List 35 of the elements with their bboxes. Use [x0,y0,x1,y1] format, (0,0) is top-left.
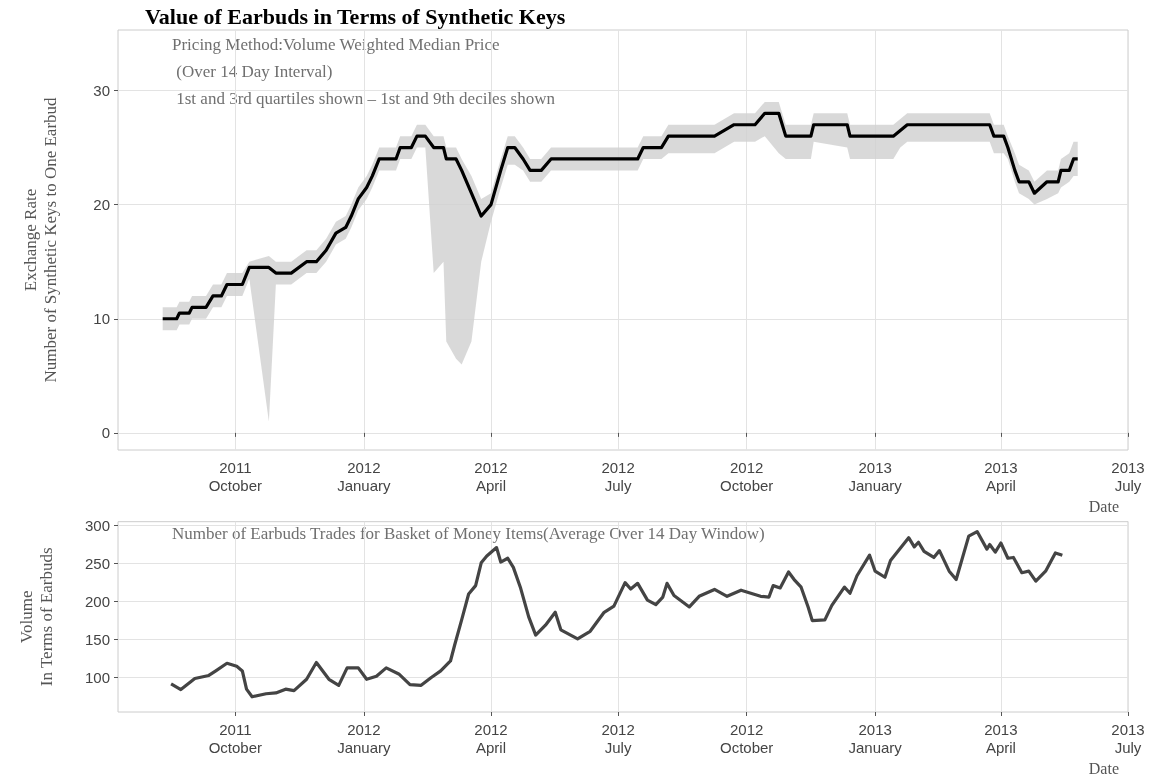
y-tick-label: 150 [84,631,110,649]
x-tick-label: 2011 October [208,458,263,494]
x-tick-label: 2013 April [984,458,1018,494]
x-tick-label: 2012 January [337,720,392,756]
x-tick-label: 2013 July [1111,720,1145,756]
x-tick-label: 2013 July [1111,458,1145,494]
y-tick-label: 300 [84,517,110,534]
y-tick-label: 30 [93,81,110,99]
y-tick-label: 250 [84,555,110,573]
annotation: Pricing Method:Volume Weighted Median Price [172,35,500,54]
x-tick-label: 2012 October [719,720,774,756]
x-tick-label: 2012 January [337,458,392,494]
x-tick-label: 2012 April [474,458,508,494]
y-tick-label: 100 [84,669,110,687]
y-tick-label: 200 [84,593,110,611]
chart-title: Value of Earbuds in Terms of Synthetic Keys [145,3,566,29]
x-axis-title: Date [1088,497,1119,515]
y-tick-label: 20 [93,196,110,214]
y-tick-label: 10 [93,310,110,328]
y-tick-label: 0 [101,424,110,442]
line-series [161,111,1080,321]
annotation: (Over 14 Day Interval) [172,62,333,81]
x-tick-label: 2012 July [601,720,635,756]
x-tick-label: 2012 October [719,458,774,494]
annotation: Number of Earbuds Trades for Basket of Money Items(Average Over 14 Day Window) [172,524,765,543]
y-axis-title: Volume In Terms of Earbuds [16,547,56,687]
x-axis-title: Date [1088,759,1119,776]
x-tick-label: 2013 April [984,720,1018,756]
x-tick-label: 2013 January [848,458,903,494]
x-tick-label: 2013 January [848,720,903,756]
y-axis-title: Exchange Rate Number of Synthetic Keys to One Earbud [20,96,60,383]
line-series [169,529,1064,699]
x-tick-label: 2012 April [474,720,508,756]
x-tick-label: 2011 October [208,720,263,756]
x-tick-label: 2012 July [601,458,635,494]
